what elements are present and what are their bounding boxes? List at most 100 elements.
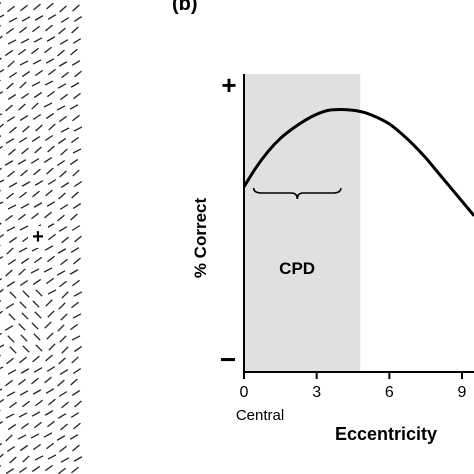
x-tick-label: 0 bbox=[240, 384, 249, 401]
texture-line-element bbox=[43, 432, 53, 438]
texture-line-element bbox=[20, 92, 30, 100]
texture-line-element bbox=[59, 335, 67, 343]
texture-line-element bbox=[17, 48, 27, 56]
texture-line-element bbox=[20, 4, 28, 12]
x-tick-label-group: 0 3 6 9 bbox=[240, 384, 467, 401]
texture-line-element bbox=[59, 445, 67, 453]
texture-line-element bbox=[18, 323, 26, 331]
texture-line-element bbox=[19, 390, 29, 396]
texture-line-element bbox=[71, 356, 79, 364]
texture-line-element bbox=[48, 233, 56, 241]
texture-line-element bbox=[74, 400, 82, 408]
texture-line-element bbox=[5, 269, 13, 277]
texture-line-element bbox=[6, 116, 16, 122]
texture-line-element bbox=[59, 204, 69, 210]
texture-line-element bbox=[7, 5, 15, 13]
texture-line-element bbox=[34, 180, 44, 186]
texture-line-element bbox=[43, 157, 53, 163]
texture-line-element bbox=[5, 27, 15, 35]
texture-line-element bbox=[0, 57, 2, 61]
texture-line-element bbox=[18, 213, 26, 221]
texture-line-element bbox=[32, 300, 40, 308]
texture-line-element bbox=[34, 311, 42, 319]
texture-line-element bbox=[61, 291, 69, 299]
texture-line-element bbox=[0, 69, 5, 73]
texture-line-element bbox=[7, 60, 15, 68]
texture-line-element bbox=[61, 71, 69, 79]
texture-line-element bbox=[0, 35, 3, 39]
texture-line-element bbox=[57, 324, 65, 332]
texture-line-element bbox=[73, 257, 81, 265]
texture-line-element bbox=[71, 301, 79, 309]
texture-line-element bbox=[72, 114, 80, 122]
texture-line-element bbox=[19, 356, 27, 364]
texture-line-element bbox=[35, 124, 43, 132]
texture-line-element bbox=[32, 443, 42, 451]
texture-line-element bbox=[33, 256, 43, 264]
texture-line-element bbox=[70, 136, 80, 144]
texture-line-element bbox=[72, 148, 82, 154]
texture-line-element bbox=[59, 170, 67, 178]
x-left-endpoint-label: Central bbox=[236, 407, 284, 424]
texture-line-element bbox=[58, 115, 68, 123]
texture-line-element bbox=[31, 47, 39, 55]
texture-line-element bbox=[33, 91, 43, 99]
texture-line-element bbox=[73, 16, 83, 22]
texture-line-element bbox=[8, 71, 18, 79]
texture-line-element bbox=[22, 455, 30, 463]
texture-line-element bbox=[22, 400, 30, 408]
texture-line-element bbox=[0, 135, 2, 138]
texture-line-element bbox=[20, 257, 30, 265]
texture-line-element bbox=[31, 465, 41, 473]
texture-line-element bbox=[6, 281, 16, 287]
texture-line-element bbox=[0, 145, 3, 150]
texture-line-element bbox=[9, 346, 17, 354]
texture-line-element bbox=[57, 214, 65, 222]
texture-line-element bbox=[72, 203, 82, 209]
texture-line-element bbox=[18, 466, 28, 474]
texture-line-element bbox=[19, 191, 27, 199]
texture-line-element bbox=[57, 248, 67, 254]
texture-line-element bbox=[34, 146, 42, 154]
texture-line-element bbox=[6, 226, 16, 232]
texture-line-element bbox=[0, 310, 3, 315]
texture-line-element bbox=[17, 159, 27, 165]
texture-line-element bbox=[8, 236, 18, 244]
texture-line-element bbox=[45, 58, 55, 64]
texture-line-element bbox=[33, 202, 43, 208]
texture-line-element bbox=[9, 291, 17, 299]
texture-line-element bbox=[0, 453, 4, 458]
texture-line-element bbox=[5, 138, 15, 144]
stimulus-texture-panel bbox=[0, 2, 83, 474]
texture-line-element bbox=[0, 443, 3, 446]
texture-line-element bbox=[4, 160, 14, 166]
texture-line-element bbox=[73, 422, 81, 430]
texture-line-element bbox=[69, 269, 79, 275]
x-tick-group bbox=[243, 372, 463, 379]
texture-line-element bbox=[4, 214, 14, 222]
texture-line-element bbox=[0, 113, 3, 116]
texture-line-element bbox=[0, 354, 1, 357]
texture-line-element bbox=[0, 366, 4, 370]
texture-line-element bbox=[46, 366, 56, 372]
texture-line-element bbox=[9, 456, 17, 464]
texture-line-element bbox=[69, 104, 79, 110]
texture-line-element bbox=[70, 247, 80, 253]
texture-line-element bbox=[47, 255, 55, 263]
texture-line-element bbox=[6, 192, 14, 200]
texture-line-element bbox=[0, 201, 4, 205]
eccentricity-chart: 0 3 6 9 + − CPD % Correct Eccentricity Cent… bbox=[191, 70, 474, 444]
texture-line-element bbox=[46, 2, 54, 10]
texture-line-element bbox=[20, 38, 30, 44]
texture-line-element bbox=[70, 82, 80, 88]
texture-line-element bbox=[44, 464, 54, 472]
texture-line-element bbox=[20, 203, 30, 209]
texture-line-element bbox=[8, 182, 18, 188]
texture-line-element bbox=[4, 325, 14, 331]
texture-line-element bbox=[7, 335, 15, 343]
texture-line-element bbox=[0, 300, 2, 302]
texture-line-element bbox=[8, 401, 18, 409]
texture-line-element bbox=[47, 310, 55, 318]
cpd-label: CPD bbox=[279, 259, 315, 278]
